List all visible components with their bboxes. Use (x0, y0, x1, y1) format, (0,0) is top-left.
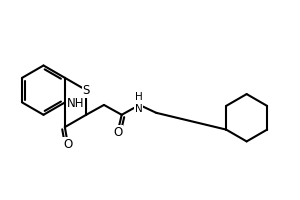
Text: H
N: H N (135, 92, 142, 114)
Text: O: O (63, 138, 72, 151)
Text: NH: NH (67, 97, 84, 110)
Text: O: O (113, 126, 122, 139)
Text: S: S (82, 84, 90, 97)
